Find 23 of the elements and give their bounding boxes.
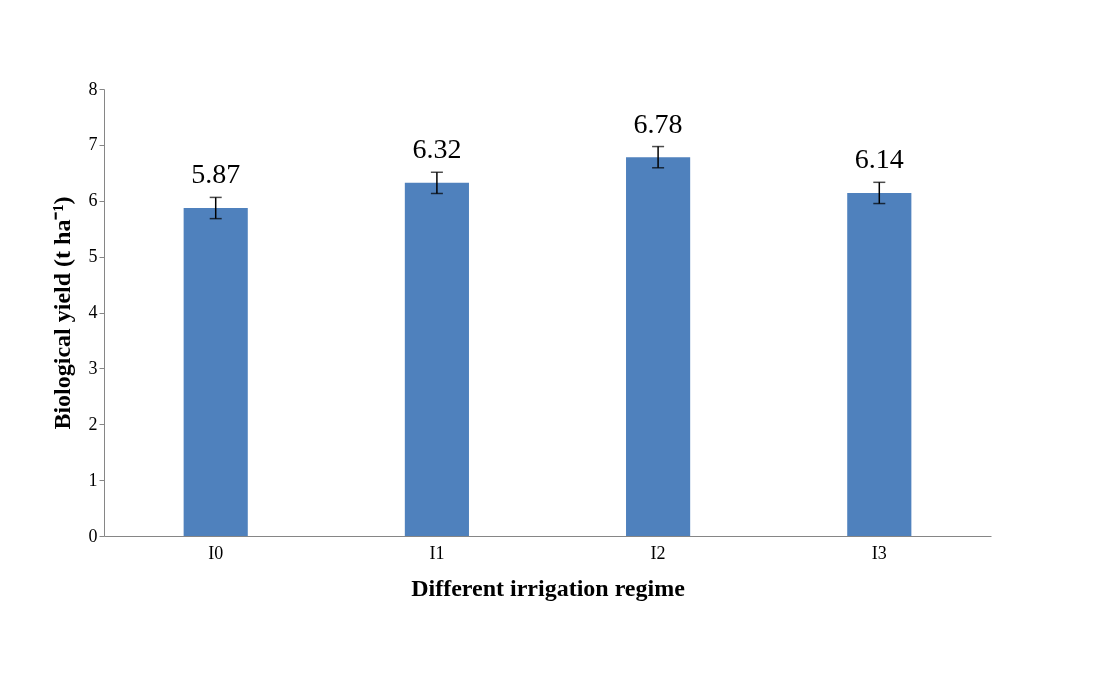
- y-tick-label: 7: [88, 134, 98, 155]
- bar: [847, 192, 912, 536]
- bar: [404, 182, 469, 536]
- bar: [183, 208, 248, 536]
- data-label: 6.78: [633, 107, 683, 139]
- x-tick-label: I2: [650, 542, 666, 563]
- y-tick-label: 6: [88, 190, 98, 211]
- y-tick-label: 5: [88, 246, 98, 267]
- data-label: 5.87: [191, 158, 241, 190]
- y-axis-title: Biological yield (t ha⁻¹): [48, 196, 75, 430]
- y-tick-label: 2: [88, 413, 98, 434]
- x-tick-label: I0: [208, 542, 224, 563]
- x-tick-label: I1: [429, 542, 445, 563]
- x-axis-title: Different irrigation regime: [411, 574, 686, 601]
- y-tick-label: 4: [88, 302, 98, 322]
- y-tick-label: 1: [88, 469, 98, 490]
- data-label: 6.14: [854, 143, 904, 175]
- data-label: 6.32: [412, 133, 462, 165]
- x-tick-label: I3: [871, 542, 887, 563]
- y-tick-label: 0: [88, 525, 98, 546]
- y-tick-label: 8: [88, 78, 98, 99]
- bar: [626, 157, 691, 536]
- y-tick-label: 3: [88, 357, 98, 378]
